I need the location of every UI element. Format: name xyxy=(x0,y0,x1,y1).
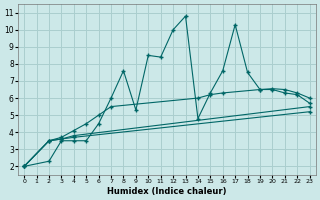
X-axis label: Humidex (Indice chaleur): Humidex (Indice chaleur) xyxy=(107,187,227,196)
